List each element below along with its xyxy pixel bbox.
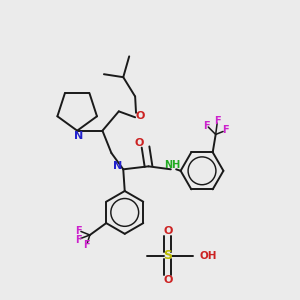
Text: F: F <box>214 116 220 126</box>
Text: S: S <box>163 249 172 262</box>
Text: F: F <box>222 125 229 135</box>
Text: N: N <box>74 131 83 141</box>
Text: F: F <box>203 121 209 130</box>
Text: NH: NH <box>164 160 180 170</box>
Text: O: O <box>163 226 172 236</box>
Text: O: O <box>135 138 144 148</box>
Text: OH: OH <box>199 250 217 260</box>
Text: F: F <box>75 226 82 236</box>
Text: N: N <box>113 161 122 171</box>
Text: F: F <box>75 236 81 245</box>
Text: O: O <box>163 275 172 285</box>
Text: O: O <box>136 110 145 121</box>
Text: F: F <box>84 239 90 250</box>
